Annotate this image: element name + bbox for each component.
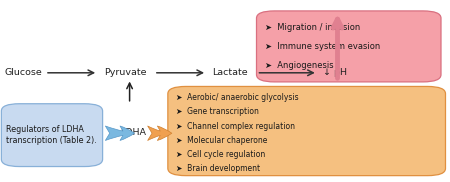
Text: ➤  Brain development: ➤ Brain development (176, 164, 261, 173)
FancyBboxPatch shape (168, 86, 446, 176)
Text: ➤  Migration / invasion: ➤ Migration / invasion (265, 23, 360, 32)
Text: Pyruvate: Pyruvate (104, 68, 146, 77)
FancyBboxPatch shape (1, 104, 103, 167)
Text: ➤  Immune system evasion: ➤ Immune system evasion (265, 42, 380, 51)
Text: ➤  Molecular chaperone: ➤ Molecular chaperone (176, 136, 268, 145)
Text: Lactate: Lactate (212, 68, 248, 77)
Text: ➤  Gene transcription: ➤ Gene transcription (176, 107, 259, 116)
FancyBboxPatch shape (256, 11, 441, 82)
Text: ➤  Cell cycle regulation: ➤ Cell cycle regulation (176, 150, 266, 159)
Text: Regulators of LDHA
transcription (Table 2).: Regulators of LDHA transcription (Table … (6, 125, 97, 145)
Text: ➤  Aerobic/ anaerobic glycolysis: ➤ Aerobic/ anaerobic glycolysis (176, 93, 299, 102)
Text: ➤  Channel complex regulation: ➤ Channel complex regulation (176, 122, 295, 130)
Text: ➤  Angiogenesis: ➤ Angiogenesis (265, 61, 333, 70)
Text: ↓ pH: ↓ pH (323, 68, 347, 77)
Text: Glucose: Glucose (4, 68, 42, 77)
Text: LDHA: LDHA (120, 128, 146, 137)
